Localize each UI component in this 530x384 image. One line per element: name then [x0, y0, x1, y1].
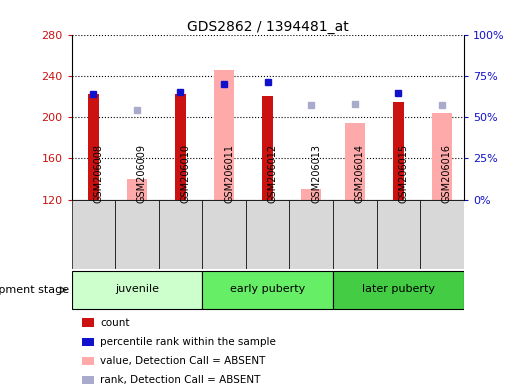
- Text: GSM206008: GSM206008: [93, 144, 103, 203]
- Bar: [214, 70, 234, 200]
- Bar: [377, 200, 420, 269]
- Text: juvenile: juvenile: [115, 284, 159, 294]
- Bar: [88, 94, 99, 200]
- Text: early puberty: early puberty: [230, 284, 305, 294]
- Text: GSM206010: GSM206010: [181, 144, 190, 203]
- Text: rank, Detection Call = ABSENT: rank, Detection Call = ABSENT: [100, 375, 261, 384]
- Text: GSM206011: GSM206011: [224, 144, 234, 203]
- Bar: [202, 271, 333, 309]
- Bar: [289, 200, 333, 269]
- Text: GSM206015: GSM206015: [399, 144, 409, 203]
- Bar: [302, 189, 321, 200]
- Bar: [127, 179, 147, 200]
- Bar: [345, 123, 365, 200]
- Text: GSM206012: GSM206012: [268, 144, 278, 203]
- Text: later puberty: later puberty: [362, 284, 435, 294]
- Title: GDS2862 / 1394481_at: GDS2862 / 1394481_at: [187, 20, 349, 33]
- Bar: [246, 200, 289, 269]
- Text: GSM206014: GSM206014: [355, 144, 365, 203]
- Bar: [333, 271, 464, 309]
- Bar: [420, 200, 464, 269]
- Bar: [72, 200, 115, 269]
- Bar: [115, 200, 158, 269]
- Bar: [432, 113, 452, 200]
- Bar: [175, 94, 186, 200]
- Bar: [158, 200, 202, 269]
- Bar: [262, 96, 273, 200]
- Text: value, Detection Call = ABSENT: value, Detection Call = ABSENT: [100, 356, 266, 366]
- Bar: [72, 271, 202, 309]
- Bar: [202, 200, 246, 269]
- Text: percentile rank within the sample: percentile rank within the sample: [100, 337, 276, 347]
- Bar: [393, 102, 404, 200]
- Bar: [333, 200, 377, 269]
- Text: count: count: [100, 318, 130, 328]
- Text: GSM206013: GSM206013: [311, 144, 321, 203]
- Text: GSM206009: GSM206009: [137, 144, 147, 203]
- Text: development stage: development stage: [0, 285, 69, 295]
- Text: GSM206016: GSM206016: [442, 144, 452, 203]
